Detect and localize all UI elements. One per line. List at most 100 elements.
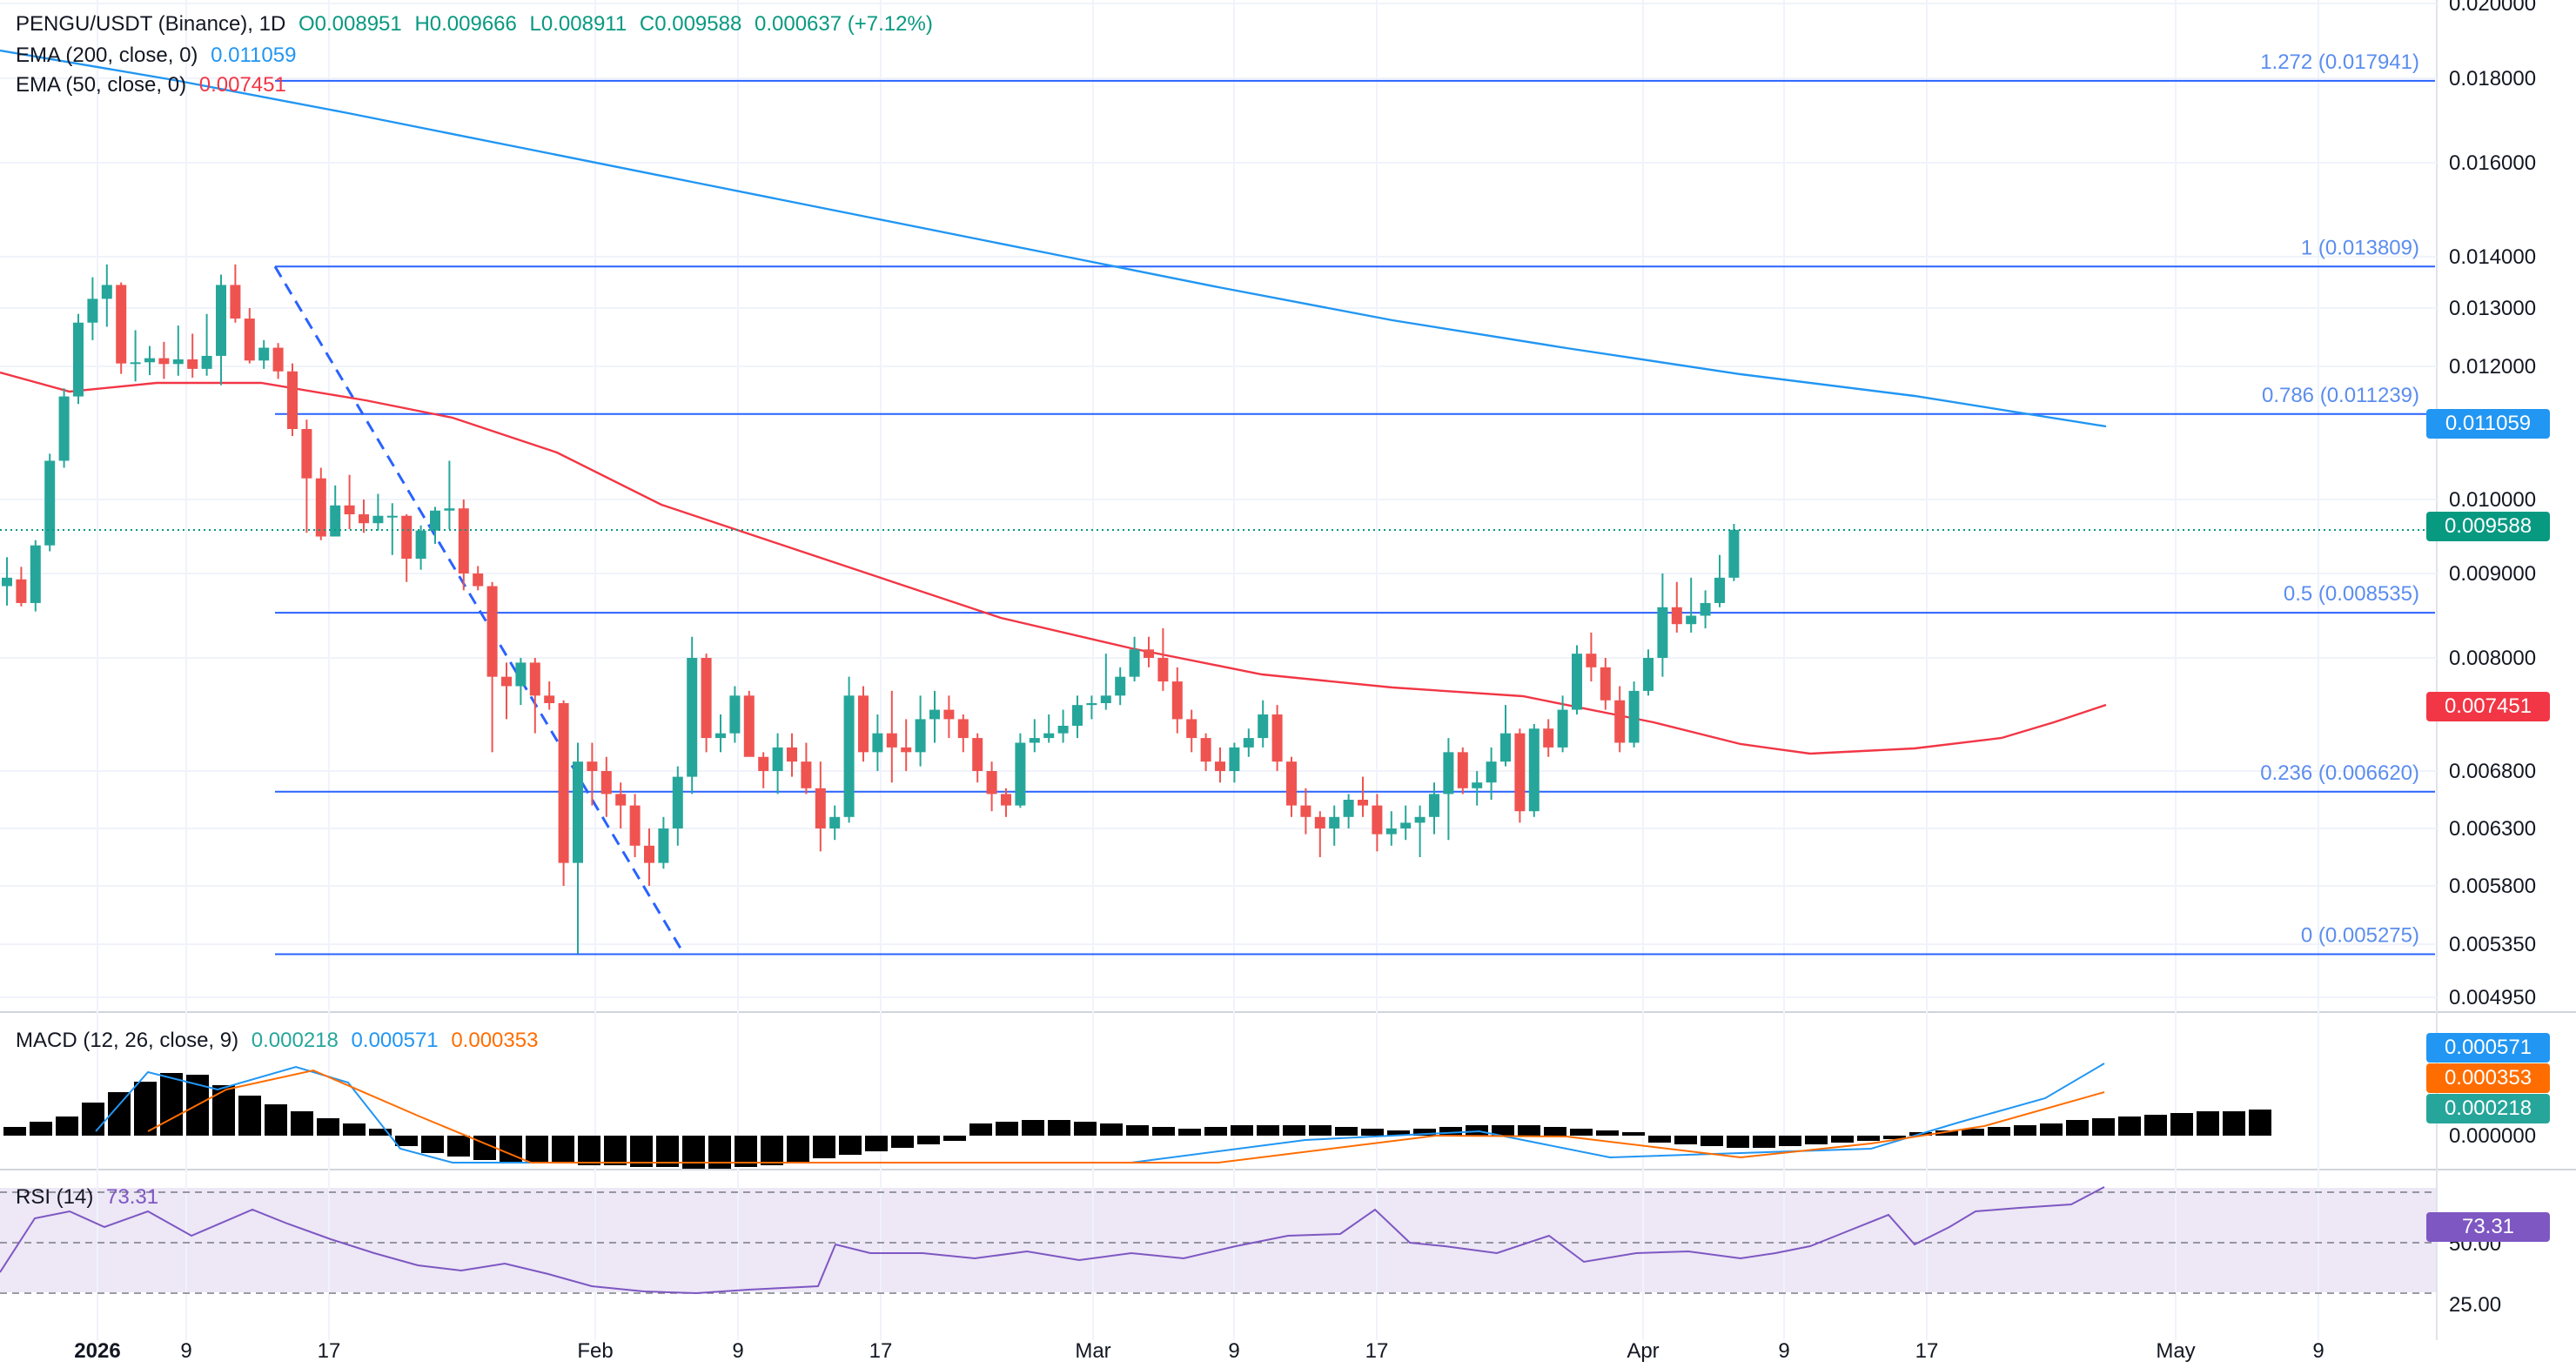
- candle-body: [1628, 690, 1640, 743]
- macd-histogram-bar: [526, 1136, 548, 1163]
- candle-body: [116, 285, 127, 364]
- fib-level-label: 0 (0.005275): [2301, 923, 2419, 947]
- macd-histogram-bar: [395, 1136, 418, 1146]
- macd-histogram-bar: [1779, 1136, 1801, 1146]
- price-tick-label: 0.018000: [2449, 67, 2536, 91]
- candle-body: [87, 298, 98, 323]
- price-tick-label: 0.009000: [2449, 562, 2536, 586]
- candle-body: [444, 508, 455, 511]
- price-tick-label: 0.006800: [2449, 760, 2536, 783]
- legend-ema50: EMA (50, close, 0) 0.007451: [16, 73, 293, 97]
- candle-body: [1029, 738, 1040, 743]
- macd-histogram-bar: [134, 1082, 157, 1136]
- candle-body: [1643, 658, 1654, 691]
- price-tick-label: 0.008000: [2449, 647, 2536, 670]
- macd-line: [95, 1063, 2105, 1163]
- candle-body: [1171, 681, 1183, 720]
- candle-body: [216, 285, 226, 356]
- macd-histogram-bar: [1648, 1136, 1671, 1143]
- candle-body: [101, 285, 112, 299]
- macd-histogram-bar: [1805, 1136, 1828, 1144]
- candle-body: [901, 747, 912, 753]
- candle-body: [415, 530, 426, 559]
- candle-body: [144, 358, 155, 363]
- macd-histogram-bar: [2249, 1110, 2271, 1136]
- candle-body: [1700, 602, 1711, 616]
- candle-body: [629, 805, 641, 846]
- price-tick-label: 0.005800: [2449, 875, 2536, 898]
- candle-body: [1543, 728, 1554, 748]
- candle-body: [1271, 714, 1283, 762]
- candle-body: [929, 709, 940, 720]
- candle-body: [1200, 738, 1211, 762]
- x-tick-label: 9: [1778, 1339, 1789, 1363]
- last-price-tag: 0.009588: [2426, 512, 2550, 541]
- macd-histogram-bar: [2118, 1117, 2141, 1136]
- legend-macd-hist: 0.000218: [251, 1029, 339, 1052]
- candle-body: [172, 359, 184, 365]
- candle-body: [1243, 738, 1254, 748]
- x-tick-label: May: [2156, 1339, 2195, 1363]
- macd-histogram-bar: [265, 1104, 287, 1136]
- candle-body: [458, 508, 469, 573]
- ema50-price-tag: 0.007451: [2426, 692, 2550, 721]
- macd-histogram-bar: [1962, 1129, 1984, 1136]
- candle-body: [330, 505, 341, 537]
- macd-histogram-bar: [1857, 1136, 1880, 1141]
- price-tick-label: 0.006300: [2449, 817, 2536, 841]
- macd-histogram-bar: [969, 1123, 992, 1136]
- candle-body: [301, 429, 312, 479]
- x-tick-label: 17: [1365, 1339, 1389, 1363]
- macd-histogram-bar: [1727, 1136, 1749, 1148]
- candle-body: [1329, 816, 1340, 828]
- candle-body: [558, 703, 569, 863]
- candle-body: [915, 719, 926, 753]
- macd-histogram-bar: [1335, 1127, 1358, 1136]
- candle-body: [386, 515, 398, 518]
- candle-body: [1314, 816, 1325, 828]
- x-tick-label: Mar: [1075, 1339, 1110, 1363]
- macd-histogram-bar: [160, 1073, 183, 1136]
- x-tick-label: 9: [180, 1339, 191, 1363]
- candle-body: [1358, 800, 1368, 806]
- macd-histogram-bar: [447, 1136, 470, 1157]
- macd-histogram-bar: [1935, 1130, 1958, 1136]
- price-tick-label: 0.004950: [2449, 986, 2536, 1009]
- macd-histogram-bar: [1466, 1125, 1488, 1136]
- candle-body: [1557, 709, 1568, 748]
- candle-body: [1144, 649, 1154, 658]
- macd-histogram-bar: [1831, 1136, 1854, 1143]
- price-tick-label: 0.010000: [2449, 488, 2536, 512]
- macd-histogram-bar: [1309, 1125, 1332, 1136]
- x-tick-label: 9: [732, 1339, 743, 1363]
- candle-body: [1372, 805, 1383, 835]
- macd-histogram-bar: [2066, 1120, 2089, 1136]
- candle-body: [1500, 733, 1511, 762]
- candle-body: [729, 695, 741, 734]
- macd-histogram-bar: [1178, 1129, 1201, 1136]
- candle-body: [1015, 742, 1026, 806]
- candle-body: [1657, 607, 1668, 658]
- candle-body: [1385, 828, 1397, 835]
- ema200-line: [0, 49, 2107, 428]
- macd-histogram-bar: [2040, 1123, 2063, 1136]
- macd-histogram-bar: [578, 1136, 600, 1165]
- rsi-band: [0, 1188, 2437, 1292]
- legend-rsi: RSI (14) 73.31: [16, 1185, 165, 1210]
- legend-ema50-value: 0.007451: [198, 73, 286, 97]
- candle-body: [501, 676, 512, 687]
- legend-change: 0.000637 (+7.12%): [755, 12, 933, 36]
- macd-histogram-bar: [865, 1136, 888, 1151]
- candle-body: [815, 788, 826, 828]
- macd-histogram-bar: [1152, 1127, 1175, 1136]
- candle-body: [1572, 654, 1582, 710]
- rsi-tick-label: 25.00: [2449, 1293, 2501, 1317]
- fib-level-label: 0.236 (0.006620): [2260, 761, 2419, 785]
- candle-body: [829, 816, 841, 828]
- legend-macd: MACD (12, 26, close, 9) 0.000218 0.00057…: [16, 1029, 545, 1053]
- x-tick-label: 9: [1228, 1339, 1239, 1363]
- macd-histogram-bar: [421, 1136, 444, 1153]
- macd-histogram-bar: [2197, 1111, 2219, 1136]
- macd-histogram-bar: [1439, 1127, 1462, 1136]
